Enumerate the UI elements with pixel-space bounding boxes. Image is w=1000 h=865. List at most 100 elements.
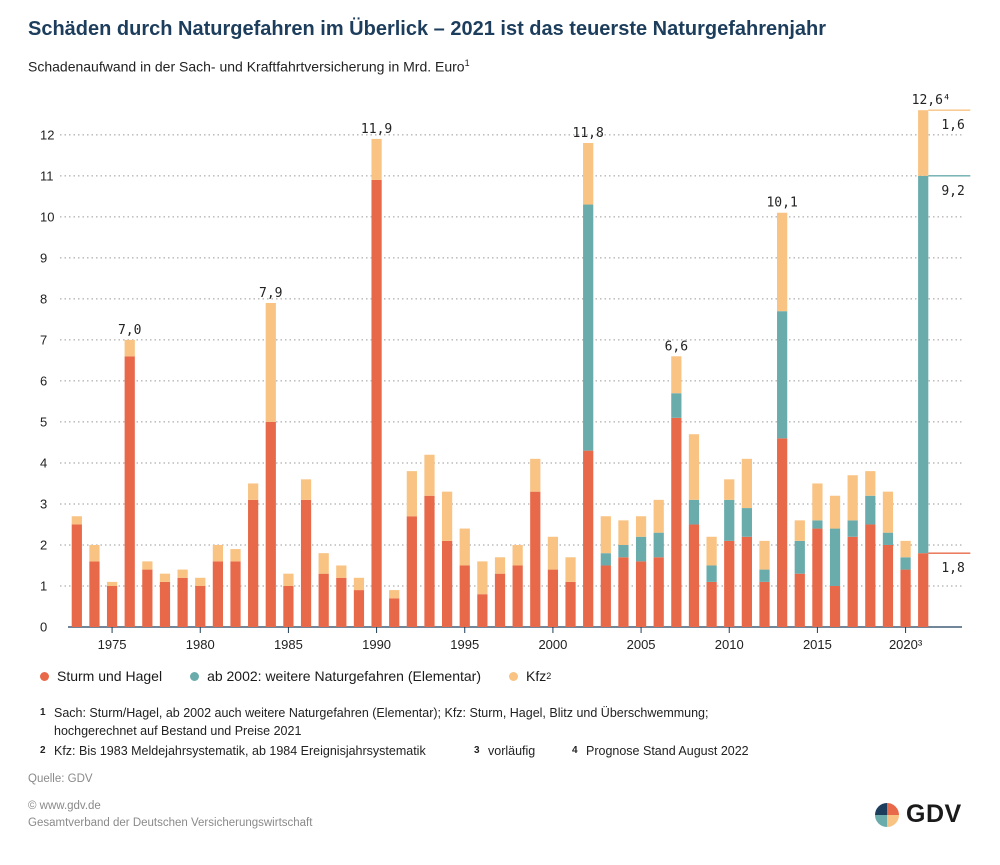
bar-1994-series-2 <box>441 491 453 541</box>
bar-1977-series-0 <box>142 569 153 627</box>
bar-1990-series-0 <box>371 179 382 627</box>
footnote-3-text: vorläufig <box>488 744 536 758</box>
total-label-1984: 7,9 <box>259 286 282 301</box>
bar-2003-series-2 <box>600 516 611 554</box>
bar-1982-series-0 <box>230 561 241 627</box>
bar-1989-series-2 <box>353 577 365 591</box>
legend-dot-kfz <box>509 671 518 681</box>
bar-2013-series-0 <box>777 438 788 627</box>
bar-2014-series-2 <box>794 520 805 541</box>
bar-2016-series-2 <box>829 495 841 529</box>
bar-2021-series-1 <box>918 175 929 554</box>
legend-item-elementar: ab 2002: weitere Naturgefahren (Elementa… <box>190 668 481 684</box>
bar-1978-series-0 <box>159 581 171 627</box>
bar-1978-series-2 <box>159 573 171 582</box>
bar-2004-series-1 <box>618 544 629 558</box>
bar-2013-series-1 <box>777 311 788 439</box>
side-label-2021-series-2: 1,6 <box>941 118 964 133</box>
gdv-logo-icon <box>875 802 899 827</box>
bar-2007-series-2 <box>671 356 682 394</box>
bar-1976-series-0 <box>124 356 135 627</box>
bar-2007-series-0 <box>671 417 682 627</box>
bar-1976-series-2 <box>124 339 135 357</box>
bar-1985-series-2 <box>283 573 294 586</box>
footnote-1-continued: hochgerechnet auf Bestand und Preise 202… <box>54 722 301 740</box>
y-tick-label-9: 9 <box>40 250 47 265</box>
footnote-4-number: 4 <box>572 745 578 756</box>
legend-item-sturm-hagel: Sturm und Hagel <box>40 668 162 684</box>
bar-1974-series-0 <box>89 561 100 627</box>
bar-2020-series-1 <box>900 557 911 570</box>
bar-1973-series-2 <box>71 516 82 525</box>
x-tick-label-2000: 2000 <box>538 637 567 652</box>
bar-1980-series-0 <box>195 585 206 627</box>
bar-2012-series-2 <box>759 540 770 570</box>
x-tick-label-1985: 1985 <box>274 637 303 652</box>
footnote-1-number: 1 <box>40 707 46 718</box>
bar-2002-series-1 <box>583 204 594 451</box>
y-tick-label-12: 12 <box>40 127 54 142</box>
x-tick-label-2010: 2010 <box>715 637 744 652</box>
bar-2015-series-2 <box>812 483 823 521</box>
bar-1979-series-0 <box>177 577 188 627</box>
y-tick-label-7: 7 <box>40 332 47 347</box>
bar-2019-series-2 <box>882 491 894 533</box>
footnote-3: 3 vorläufig <box>474 742 536 760</box>
bar-1988-series-2 <box>336 565 347 578</box>
bar-2013-series-2 <box>777 212 788 312</box>
bar-2014-series-1 <box>794 540 805 574</box>
gdv-logo: GDV <box>874 800 962 829</box>
y-tick-label-4: 4 <box>40 455 47 470</box>
bar-1999-series-0 <box>530 491 541 627</box>
bar-2017-series-2 <box>847 475 858 521</box>
bar-2010-series-2 <box>724 479 735 500</box>
bar-1989-series-0 <box>353 590 365 627</box>
bar-1973-series-0 <box>71 524 82 627</box>
bar-1996-series-2 <box>477 561 488 595</box>
y-tick-label-11: 11 <box>40 168 54 183</box>
legend-dot-elementar <box>190 671 200 681</box>
bar-2008-series-2 <box>688 434 700 500</box>
bar-1984-series-2 <box>265 302 276 422</box>
bar-2010-series-1 <box>724 499 735 541</box>
bar-2020-series-2 <box>900 540 911 558</box>
gdv-logo-text: GDV <box>906 800 962 828</box>
bar-1987-series-2 <box>318 553 329 574</box>
footnote-2: 2 Kfz: Bis 1983 Meldejahrsystematik, ab … <box>40 742 426 760</box>
footer-organization: Gesamtverband der Deutschen Versicherung… <box>28 817 313 829</box>
footnote-2-text: Kfz: Bis 1983 Meldejahrsystematik, ab 19… <box>54 744 426 758</box>
y-tick-label-6: 6 <box>40 373 47 388</box>
y-tick-label-2: 2 <box>40 537 47 552</box>
bar-1991-series-0 <box>389 598 400 627</box>
bar-2016-series-0 <box>829 585 841 627</box>
bar-1979-series-2 <box>177 569 188 578</box>
bar-2017-series-0 <box>847 536 858 627</box>
bar-1987-series-0 <box>318 573 329 627</box>
bar-2018-series-2 <box>865 471 876 496</box>
bar-1983-series-0 <box>248 499 259 627</box>
bar-2011-series-0 <box>741 536 752 627</box>
bar-1991-series-2 <box>389 590 400 599</box>
total-label-1990: 11,9 <box>361 122 392 137</box>
bar-1981-series-0 <box>212 561 223 627</box>
footnote-2-number: 2 <box>40 745 46 756</box>
bar-1997-series-0 <box>494 573 506 627</box>
footnote-1-text: Sach: Sturm/Hagel, ab 2002 auch weitere … <box>54 706 709 720</box>
bar-2004-series-2 <box>618 520 629 545</box>
bar-2014-series-0 <box>794 573 805 627</box>
total-label-2021: 12,6⁴ <box>912 93 951 108</box>
bar-2012-series-0 <box>759 581 770 627</box>
legend-label-sturm-hagel: Sturm und Hagel <box>57 668 163 684</box>
x-tick-label-1980: 1980 <box>186 637 215 652</box>
footnote-3-number: 3 <box>474 745 480 756</box>
bar-1995-series-2 <box>459 528 470 566</box>
bar-2009-series-2 <box>706 536 717 566</box>
bar-1986-series-0 <box>300 499 312 627</box>
x-tick-label-1995: 1995 <box>450 637 479 652</box>
bar-2008-series-0 <box>688 524 700 627</box>
y-tick-label-0: 0 <box>40 620 47 635</box>
bar-1986-series-2 <box>300 479 312 500</box>
bar-2009-series-1 <box>706 565 717 582</box>
bar-2011-series-1 <box>741 508 752 537</box>
